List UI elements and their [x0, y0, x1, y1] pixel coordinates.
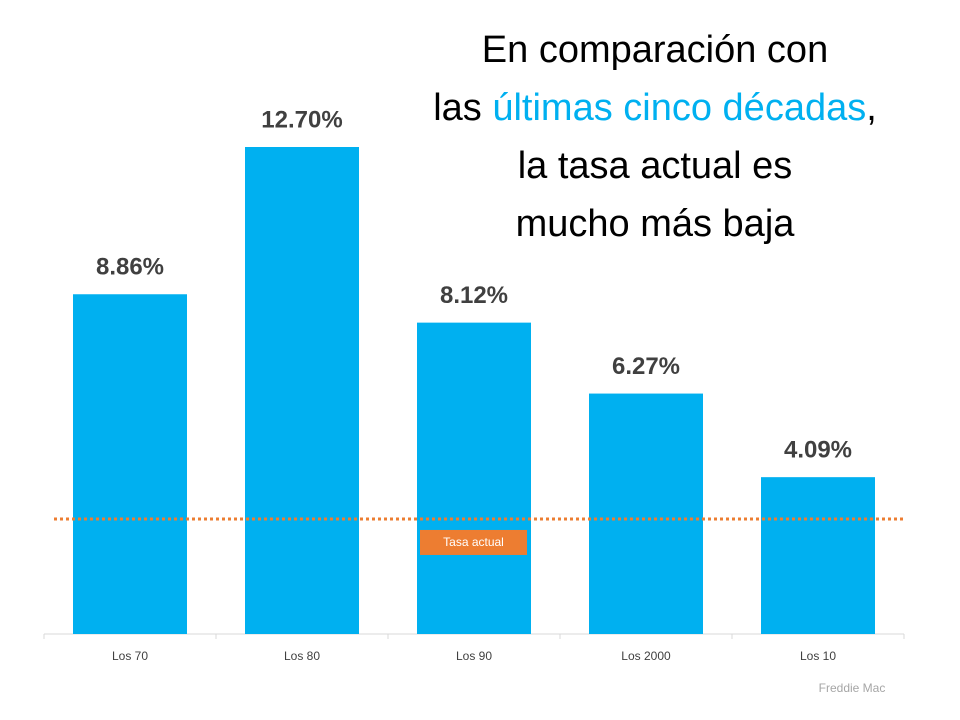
- bar: [417, 322, 531, 634]
- bar: [245, 147, 359, 634]
- source: Freddie Mac: [819, 681, 886, 695]
- title-segment: la tasa actual es: [518, 145, 793, 187]
- value-label: 8.86%: [96, 254, 164, 281]
- x-tick-label: Los 2000: [621, 649, 671, 663]
- value-label: 12.70%: [261, 106, 342, 133]
- bar: [589, 393, 703, 634]
- title-line: las últimas cinco décadas,: [433, 87, 877, 129]
- title-line: mucho más baja: [516, 203, 796, 245]
- value-label: 6.27%: [612, 353, 680, 380]
- x-tick-label: Los 10: [800, 649, 836, 663]
- title-segment: ,: [866, 87, 877, 129]
- x-tick-label: Los 90: [456, 649, 492, 663]
- bar: [761, 477, 875, 634]
- value-label: 8.12%: [440, 282, 508, 309]
- title-segment: últimas cinco décadas: [492, 87, 866, 129]
- x-tick-label: Los 70: [112, 649, 148, 663]
- value-label: 4.09%: [784, 437, 852, 464]
- reference-label: Tasa actual: [443, 535, 504, 549]
- title-segment: En comparación con: [482, 29, 828, 71]
- reference-label-box: [420, 529, 527, 555]
- title-line: la tasa actual es: [518, 145, 793, 187]
- title-segment: mucho más baja: [516, 203, 796, 245]
- title-line: En comparación con: [482, 29, 828, 71]
- bar: [73, 294, 187, 634]
- title-segment: las: [433, 87, 492, 129]
- x-tick-label: Los 80: [284, 649, 320, 663]
